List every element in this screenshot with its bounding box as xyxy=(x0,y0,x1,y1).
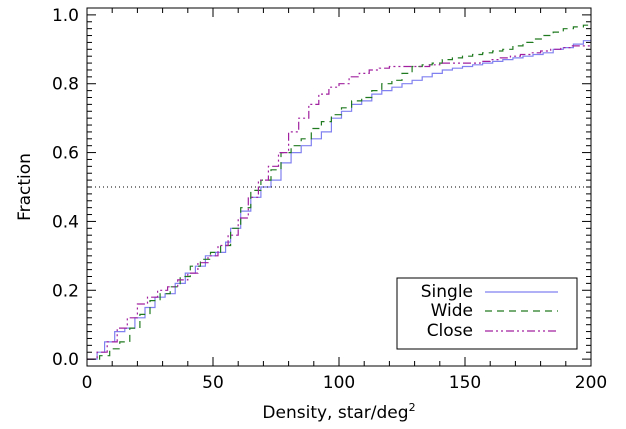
x-tick-label: 100 xyxy=(323,373,355,393)
series-line-close xyxy=(87,44,591,360)
y-tick-label: 0.2 xyxy=(52,281,79,301)
y-axis-title: Fraction xyxy=(15,153,35,221)
tick-labels-layer: 0 50 100 150 200 0.0 0.2 0.4 0.6 0.8 1.0 xyxy=(52,6,607,393)
legend-label-wide: Wide xyxy=(431,301,473,321)
x-tick-label: 150 xyxy=(449,373,481,393)
y-tick-label: 0.8 xyxy=(52,75,79,95)
series-layer xyxy=(87,24,591,360)
y-tick-label: 1.0 xyxy=(52,6,79,26)
x-tick-label: 0 xyxy=(82,373,93,393)
y-tick-label: 0.6 xyxy=(52,144,79,164)
x-axis-title: Density, star/deg2 xyxy=(262,401,415,423)
x-tick-label: 50 xyxy=(202,373,224,393)
series-line-wide xyxy=(87,24,591,360)
ticks-layer xyxy=(86,8,592,366)
legend: Single Wide Close xyxy=(396,277,578,350)
series-line-single xyxy=(87,39,591,360)
y-tick-label: 0.0 xyxy=(52,350,79,370)
x-tick-label: 200 xyxy=(575,373,607,393)
legend-label-close: Close xyxy=(427,321,473,341)
y-tick-label: 0.4 xyxy=(52,212,79,232)
legend-label-single: Single xyxy=(421,282,473,302)
legend-box xyxy=(396,277,578,350)
